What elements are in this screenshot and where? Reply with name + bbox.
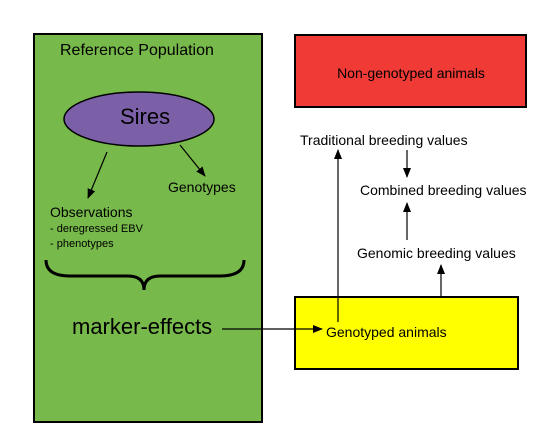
observations-brace: [44, 259, 246, 291]
sires-ellipse: [63, 91, 215, 147]
marker-effects-label: marker-effects: [72, 314, 213, 339]
sires-label: Sires: [120, 104, 171, 129]
genomic-breeding-values-label: Genomic breeding values: [357, 245, 516, 261]
arrow-sires-to-genotypes: [179, 144, 206, 177]
arrow-sires-to-observations: [87, 151, 108, 199]
observation-item: - phenotypes: [50, 238, 114, 250]
observations-label: Observations: [50, 204, 133, 220]
reference-population-label: Reference Population: [60, 42, 214, 59]
genotypes-label: Genotypes: [168, 179, 236, 195]
observation-item: - deregressed EBV: [50, 223, 143, 235]
genotyped-animals-label: Genotyped animals: [326, 324, 447, 340]
traditional-breeding-values-label: Traditional breeding values: [300, 132, 468, 148]
non-genotyped-animals-box: [294, 34, 527, 108]
combined-breeding-values-label: Combined breeding values: [360, 182, 527, 198]
non-genotyped-animals-label: Non-genotyped animals: [337, 65, 485, 81]
genotyped-animals-box: [294, 296, 519, 370]
